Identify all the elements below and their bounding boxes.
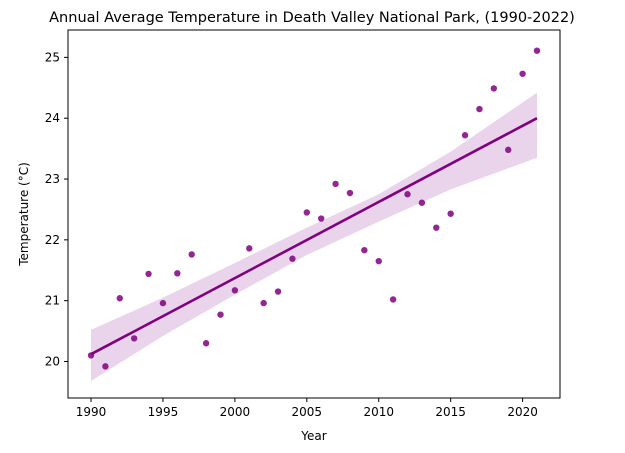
y-tick-label: 22 (45, 233, 60, 247)
data-point (174, 270, 181, 277)
data-point (145, 270, 152, 278)
x-tick-label: 2015 (435, 405, 466, 419)
x-tick-label: 1995 (148, 405, 179, 419)
data-point (533, 47, 541, 54)
data-point (188, 251, 195, 258)
data-point (332, 180, 339, 188)
data-point (433, 224, 440, 231)
x-axis-label: Year (300, 429, 326, 443)
y-tick-label: 24 (45, 111, 60, 125)
data-point (476, 105, 483, 113)
data-point (116, 295, 123, 302)
y-axis-label: Temperature (°C) (17, 162, 31, 267)
data-point (303, 209, 311, 216)
data-point (418, 199, 426, 206)
data-point (447, 210, 454, 217)
x-tick-label: 2000 (220, 405, 251, 419)
data-point (317, 215, 325, 222)
data-point (159, 299, 167, 307)
data-point (102, 363, 109, 370)
regression-line (90, 117, 538, 356)
data-point (231, 287, 239, 294)
data-point (461, 132, 469, 139)
x-tick-label: 2020 (507, 405, 538, 419)
data-point (404, 191, 411, 198)
data-point (217, 311, 224, 318)
y-tick-label: 25 (45, 50, 60, 64)
data-point (375, 257, 382, 265)
data-point (346, 189, 354, 197)
plot-area (87, 47, 541, 381)
y-tick-label: 23 (45, 172, 60, 186)
chart-title: Annual Average Temperature in Death Vall… (49, 10, 575, 26)
y-tick-label: 21 (45, 294, 60, 308)
data-point (202, 340, 210, 347)
x-tick-label: 1990 (76, 405, 107, 419)
data-point (87, 352, 95, 359)
data-point (389, 296, 397, 303)
y-tick-label: 20 (45, 355, 60, 369)
y-axis: 20 21 22 23 24 25 (45, 50, 68, 369)
x-tick-label: 2005 (292, 405, 323, 419)
data-point (260, 299, 267, 307)
data-point (361, 246, 368, 254)
data-point (519, 70, 526, 77)
plot-frame (67, 29, 561, 399)
data-point (246, 245, 253, 252)
data-point (130, 335, 138, 342)
data-point (490, 85, 498, 92)
x-tick-label: 2010 (363, 405, 394, 419)
data-point (289, 255, 296, 262)
data-point (274, 288, 282, 295)
data-point (505, 146, 512, 154)
x-axis: 1990 1995 2000 2005 2010 2015 2020 (76, 398, 538, 419)
